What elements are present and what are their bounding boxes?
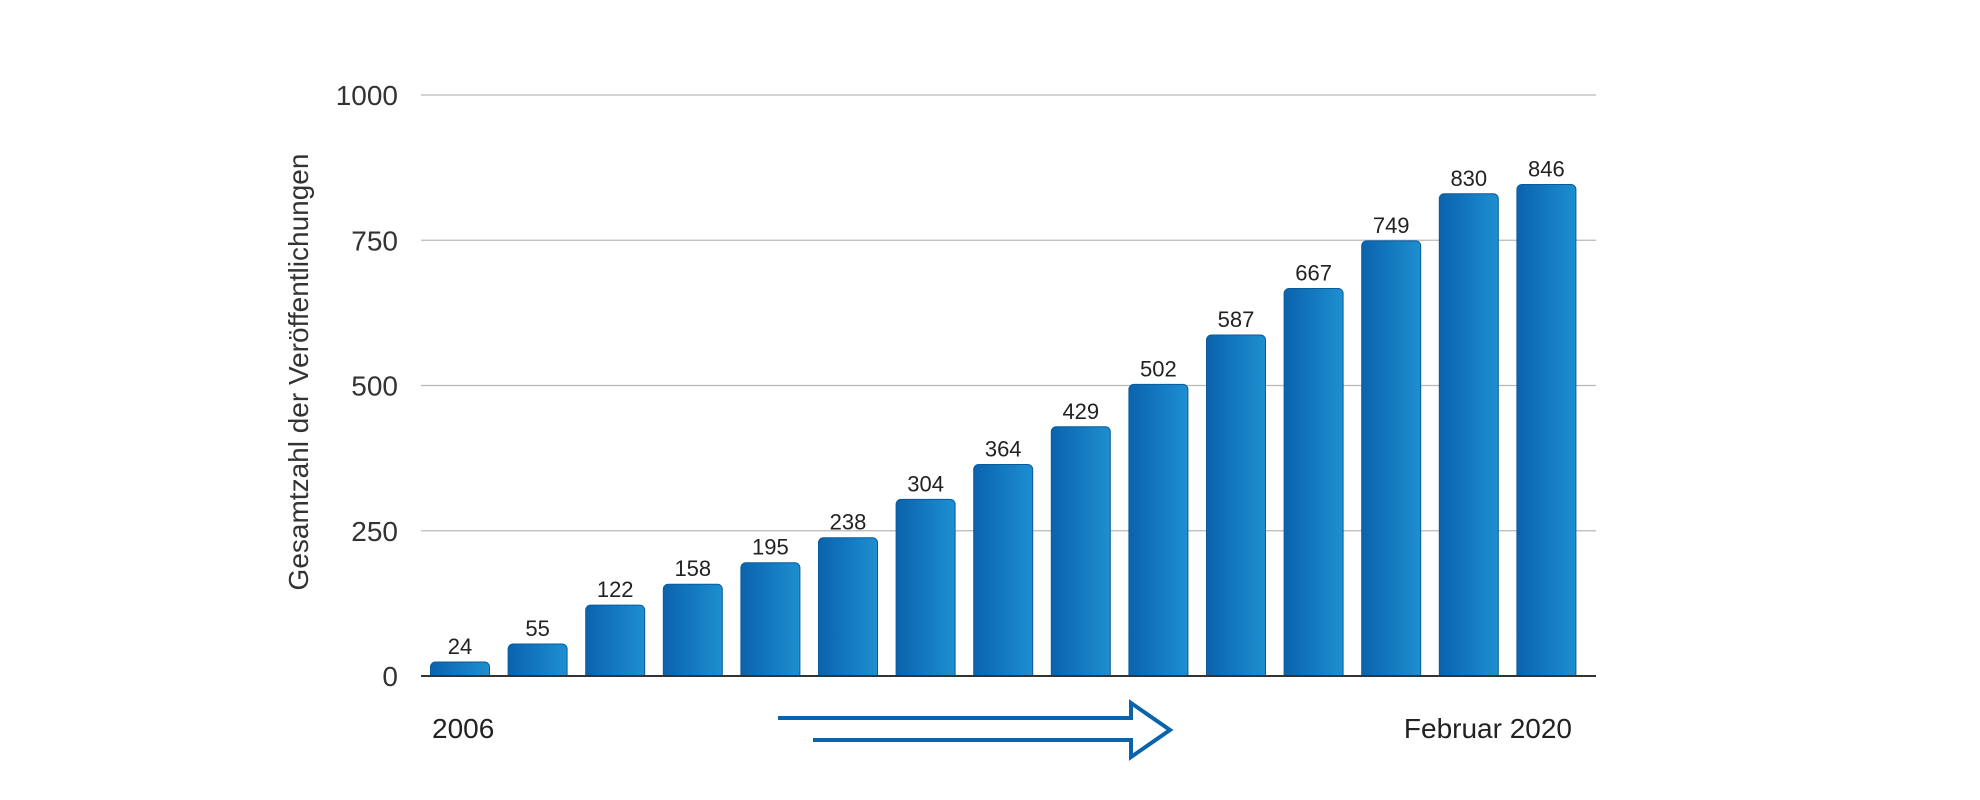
- bar: [740, 562, 801, 681]
- bar: [1361, 240, 1422, 681]
- y-axis-title: Gesamtzahl der Veröffentlichungen: [283, 154, 314, 591]
- bar: [973, 464, 1034, 681]
- bar: [1283, 287, 1344, 681]
- bar-value-label: 55: [525, 616, 549, 641]
- bar-value-label: 667: [1295, 260, 1332, 285]
- timeline-arrow-icon: [778, 699, 1174, 761]
- bar-value-label: 830: [1450, 166, 1487, 191]
- y-tick-label: 0: [382, 661, 398, 692]
- bar: [895, 498, 956, 681]
- bar: [662, 583, 723, 681]
- bar-value-label: 502: [1140, 356, 1177, 381]
- bar-value-label: 749: [1373, 213, 1410, 238]
- bar: [818, 537, 878, 681]
- bar-value-label: 364: [985, 437, 1022, 462]
- bar: [507, 643, 568, 681]
- bar-value-label: 195: [752, 535, 789, 560]
- bar: [1516, 183, 1577, 681]
- bar-value-label: 429: [1062, 399, 1099, 424]
- data-labels: 24 55 122 158 195 238 304 364 429 502 587 667 749 830…: [421, 156, 1596, 677]
- x-end-label: Februar 2020: [1404, 713, 1572, 744]
- bar-value-label: 587: [1218, 307, 1255, 332]
- bar: [585, 604, 646, 681]
- bar-value-label: 304: [907, 471, 944, 496]
- bar-value-label: 122: [597, 577, 634, 602]
- bar-value-label: 238: [830, 510, 867, 535]
- bar: [1128, 383, 1189, 681]
- y-tick-labels: 0 250 500 750 1000: [336, 80, 398, 692]
- baseline-mask: [419, 677, 1598, 683]
- y-tick-label: 1000: [336, 80, 398, 111]
- y-tick-label: 500: [351, 371, 398, 402]
- x-start-label: 2006: [432, 713, 494, 744]
- bar-value-label: 846: [1528, 156, 1565, 181]
- bar: [1206, 334, 1266, 681]
- bar-value-label: 24: [448, 634, 472, 659]
- y-tick-label: 250: [351, 516, 398, 547]
- y-tick-label: 750: [351, 225, 398, 256]
- bar: [1050, 426, 1111, 681]
- bar: [1438, 193, 1499, 681]
- bar-value-label: 158: [674, 556, 711, 581]
- bars: [419, 183, 1598, 683]
